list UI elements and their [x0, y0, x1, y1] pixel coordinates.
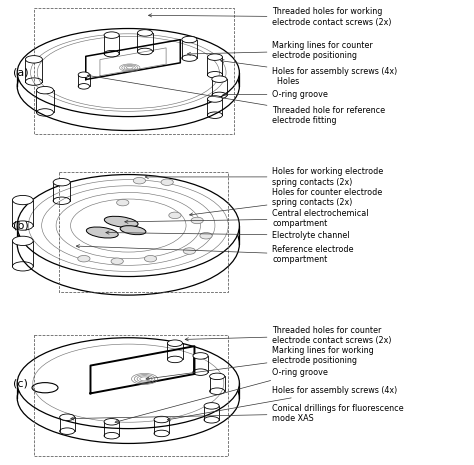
- Ellipse shape: [104, 32, 119, 39]
- Text: O-ring groove: O-ring groove: [115, 368, 328, 423]
- Ellipse shape: [191, 217, 203, 224]
- Ellipse shape: [145, 255, 156, 262]
- Ellipse shape: [104, 418, 119, 425]
- Text: Electrolyte channel: Electrolyte channel: [106, 231, 350, 240]
- Ellipse shape: [12, 236, 33, 246]
- Ellipse shape: [212, 76, 227, 82]
- Text: Conical drillings for fluorescence
mode XAS: Conical drillings for fluorescence mode …: [71, 404, 404, 423]
- Ellipse shape: [169, 212, 181, 219]
- Ellipse shape: [36, 86, 54, 94]
- Ellipse shape: [161, 179, 173, 186]
- Ellipse shape: [104, 216, 138, 227]
- Ellipse shape: [167, 340, 182, 346]
- Ellipse shape: [17, 28, 239, 117]
- Ellipse shape: [117, 199, 129, 206]
- Ellipse shape: [182, 36, 197, 43]
- Ellipse shape: [111, 258, 123, 265]
- Ellipse shape: [17, 174, 239, 277]
- Ellipse shape: [53, 179, 70, 186]
- Text: Reference electrode
compartment: Reference electrode compartment: [76, 245, 354, 265]
- Text: Threaded holes for working
electrode contact screws (2x): Threaded holes for working electrode con…: [148, 7, 392, 27]
- Text: Holes for assembly screws (4x): Holes for assembly screws (4x): [167, 385, 398, 421]
- Text: (a): (a): [12, 67, 28, 78]
- Text: Holes for counter electrode
spring contacts (2x): Holes for counter electrode spring conta…: [190, 187, 383, 216]
- Ellipse shape: [86, 227, 118, 238]
- Text: (c): (c): [12, 378, 27, 388]
- Ellipse shape: [17, 338, 239, 429]
- Text: Holes for assembly screws (4x)
  Holes: Holes for assembly screws (4x) Holes: [221, 60, 398, 86]
- Text: (b): (b): [12, 220, 28, 231]
- Text: Marking lines for working
electrode positioning: Marking lines for working electrode posi…: [146, 345, 374, 380]
- Text: O-ring groove: O-ring groove: [223, 90, 328, 99]
- Ellipse shape: [207, 96, 222, 102]
- Ellipse shape: [78, 255, 90, 262]
- Ellipse shape: [26, 56, 42, 63]
- Text: Marking lines for counter
electrode positioning: Marking lines for counter electrode posi…: [187, 41, 373, 60]
- Ellipse shape: [204, 403, 219, 409]
- Ellipse shape: [200, 232, 212, 239]
- Text: Threaded holes for counter
electrode contact screws (2x): Threaded holes for counter electrode con…: [185, 326, 392, 345]
- Ellipse shape: [183, 248, 196, 254]
- Ellipse shape: [78, 72, 90, 78]
- Text: Central electrochemical
compartment: Central electrochemical compartment: [125, 209, 369, 228]
- Ellipse shape: [133, 178, 146, 184]
- Text: Threaded hole for reference
electrode fitting: Threaded hole for reference electrode fi…: [87, 74, 385, 126]
- Ellipse shape: [154, 416, 169, 423]
- Ellipse shape: [193, 352, 208, 359]
- Ellipse shape: [210, 373, 225, 379]
- Ellipse shape: [12, 195, 33, 205]
- Ellipse shape: [60, 414, 75, 420]
- Ellipse shape: [137, 30, 153, 36]
- Text: Holes for working electrode
spring contacts (2x): Holes for working electrode spring conta…: [145, 167, 383, 186]
- Ellipse shape: [120, 226, 146, 235]
- Ellipse shape: [207, 54, 222, 60]
